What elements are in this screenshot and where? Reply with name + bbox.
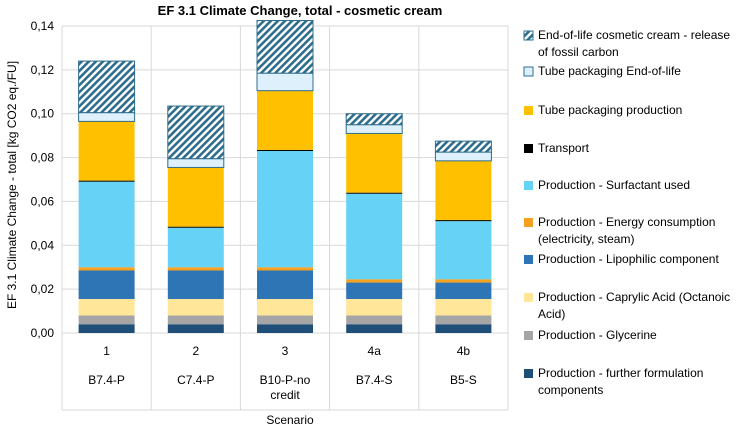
legend-label: Production - Lipophilic component (538, 252, 719, 266)
bar-segment (78, 270, 135, 300)
scenario-name-label: C7.4-P (177, 373, 214, 387)
bar-segment (257, 299, 313, 316)
bar-segment (167, 167, 224, 227)
bar-segment (257, 270, 313, 300)
scenario-name-label: credit (270, 388, 300, 402)
plot-area: 0,00 0,02 0,04 0,06 0,08 0,10 0,12 0,14 1 B7.4-P 2… (31, 19, 509, 411)
scenario-number-label: 1 (103, 344, 110, 358)
bar-segment (78, 299, 135, 316)
bar-segment (346, 315, 403, 325)
scenario-name-label: B7.4-S (356, 373, 393, 387)
bar-segment (167, 299, 224, 316)
bar-segment (257, 315, 313, 325)
legend-label: Production - Glycerine (538, 328, 657, 342)
bar-segment (167, 324, 224, 333)
bar-segment (78, 324, 135, 333)
bar-segment (257, 267, 313, 271)
legend-label: components (538, 383, 603, 397)
bar-segment (167, 315, 224, 325)
legend: End-of-life cosmetic cream - release of f… (523, 28, 730, 397)
bar-segment (78, 181, 135, 268)
bar-segment (345, 124, 403, 134)
bar-segment (346, 279, 403, 283)
scenario-number-label: 3 (282, 344, 289, 358)
scenario-number-label: 4b (457, 344, 471, 358)
bar-segment (257, 150, 313, 268)
y-tick-label: 0,00 (31, 326, 55, 340)
scenario-number-label: 4a (368, 344, 382, 358)
legend-swatch (524, 369, 533, 378)
x-axis-title: Scenario (266, 413, 314, 427)
legend-label: Acid) (538, 307, 565, 321)
legend-swatch (524, 255, 533, 264)
bar-segment (167, 267, 224, 271)
legend-label: Production - Caprylic Acid (Octanoic (538, 290, 730, 304)
bar-segment (167, 227, 224, 268)
legend-swatch (524, 218, 533, 227)
legend-label: Tube packaging End-of-life (538, 64, 681, 78)
bar-segment (346, 133, 403, 193)
legend-swatch (524, 293, 533, 302)
bar-segment (434, 151, 492, 162)
legend-label: Tube packaging production (538, 103, 682, 117)
bar-segment (346, 282, 403, 300)
bar-segment (435, 221, 492, 280)
bar-segment (78, 60, 136, 114)
y-tick-label: 0,10 (31, 107, 55, 121)
legend-label: Production - Energy consumption (538, 215, 715, 229)
legend-swatch (524, 331, 533, 340)
bar-segment (167, 105, 225, 160)
legend-label: Production - Surfactant used (538, 178, 690, 192)
legend-label: (electricity, steam) (538, 232, 634, 246)
y-tick-label: 0,02 (31, 282, 55, 296)
bar-segment (257, 324, 313, 333)
bar-segment (346, 299, 403, 316)
legend-swatch (523, 66, 534, 77)
bar-segment (78, 180, 135, 182)
bar-segment (435, 282, 492, 300)
bar-segment (346, 192, 403, 194)
legend-swatch (524, 106, 533, 115)
y-tick-label: 0,04 (31, 238, 55, 252)
bar-segment (167, 158, 225, 168)
scenario-number-label: 2 (192, 344, 199, 358)
bar-segment (78, 267, 135, 271)
bar-segment (167, 270, 224, 300)
bar-segment (435, 279, 492, 283)
bar-segment (256, 72, 314, 92)
legend-label: Transport (538, 141, 590, 155)
y-tick-label: 0,06 (31, 194, 55, 208)
bar-segment (435, 324, 492, 333)
legend-swatch (523, 30, 534, 41)
bar-segment (257, 90, 313, 150)
scenario-name-label: B5-S (450, 373, 477, 387)
bar-segment (78, 121, 135, 181)
bar-segment (435, 160, 492, 221)
scenario-name-label: B10-P-no (260, 373, 311, 387)
bar-segment (435, 315, 492, 325)
y-axis-title: EF 3.1 Climate Change - total [kg CO2 eq… (5, 61, 19, 309)
bar-segment (435, 220, 492, 222)
legend-swatch (524, 144, 533, 153)
bar-segment (435, 299, 492, 316)
bar-segment (78, 112, 136, 122)
chart-title: EF 3.1 Climate Change, total - cosmetic … (158, 3, 443, 18)
bar-segment (78, 315, 135, 325)
bar-segment (167, 226, 224, 228)
y-tick-label: 0,12 (31, 63, 55, 77)
bar-segment (345, 113, 403, 126)
scenario-name-label: B7.4-P (88, 373, 125, 387)
bar-segment (257, 149, 313, 151)
bar-segment (434, 140, 492, 153)
legend-swatch (524, 181, 533, 190)
legend-label: of fossil carbon (538, 45, 619, 59)
legend-label: End-of-life cosmetic cream - release (538, 28, 730, 42)
bar-segment (256, 20, 314, 74)
y-tick-label: 0,14 (31, 19, 55, 33)
bar-segment (346, 324, 403, 333)
bar-segment (346, 193, 403, 280)
legend-label: Production - further formulation (538, 366, 703, 380)
y-tick-label: 0,08 (31, 151, 55, 165)
